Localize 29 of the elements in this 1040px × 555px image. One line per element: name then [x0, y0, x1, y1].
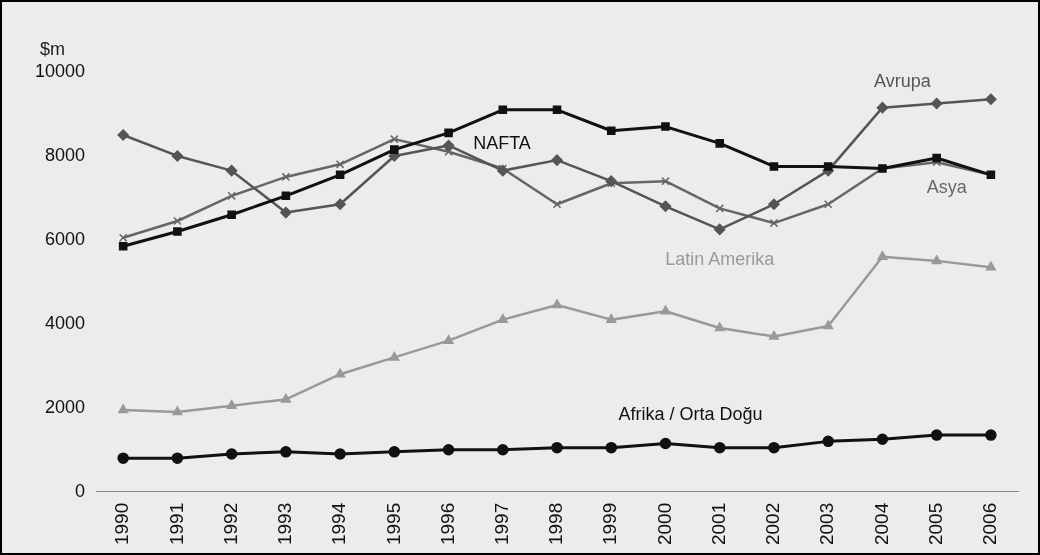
series-label: Avrupa: [874, 70, 932, 91]
x-tick-label: 1993: [274, 502, 296, 546]
x-tick-label: 1997: [491, 502, 513, 546]
x-tick-label: 1995: [382, 502, 404, 546]
x-tick-label: 2006: [979, 502, 1001, 546]
x-tick-label: 2001: [707, 502, 729, 546]
y-axis-title: $m: [40, 38, 66, 59]
series-label: NAFTA: [473, 132, 531, 153]
x-tick-label: 1998: [545, 502, 567, 546]
x-tick-label: 1991: [165, 502, 187, 546]
y-tick-label: 2000: [45, 396, 86, 417]
x-tick-label: 2005: [924, 502, 946, 546]
x-tick-label: 1990: [111, 502, 133, 546]
x-tick-label: 2003: [816, 502, 838, 546]
x-tick-label: 1994: [328, 502, 350, 546]
x-tick-label: 1996: [436, 502, 458, 546]
y-tick-label: 10000: [34, 60, 86, 81]
text: Latin Amerika: [665, 249, 776, 270]
x-tick-label: 2002: [762, 502, 784, 546]
x-tick-label: 1999: [599, 502, 621, 546]
y-tick-label: 4000: [45, 312, 86, 333]
series-label: Asya: [926, 177, 968, 198]
x-tick-label: 2000: [653, 502, 675, 546]
y-tick-label: 6000: [45, 228, 86, 249]
y-tick-label: 8000: [45, 144, 86, 165]
x-tick-label: 1992: [219, 502, 241, 546]
x-tick-label: 2004: [870, 502, 892, 546]
series-label: Afrika / Orta Doğu: [618, 404, 763, 425]
y-tick-label: 0: [75, 480, 86, 501]
